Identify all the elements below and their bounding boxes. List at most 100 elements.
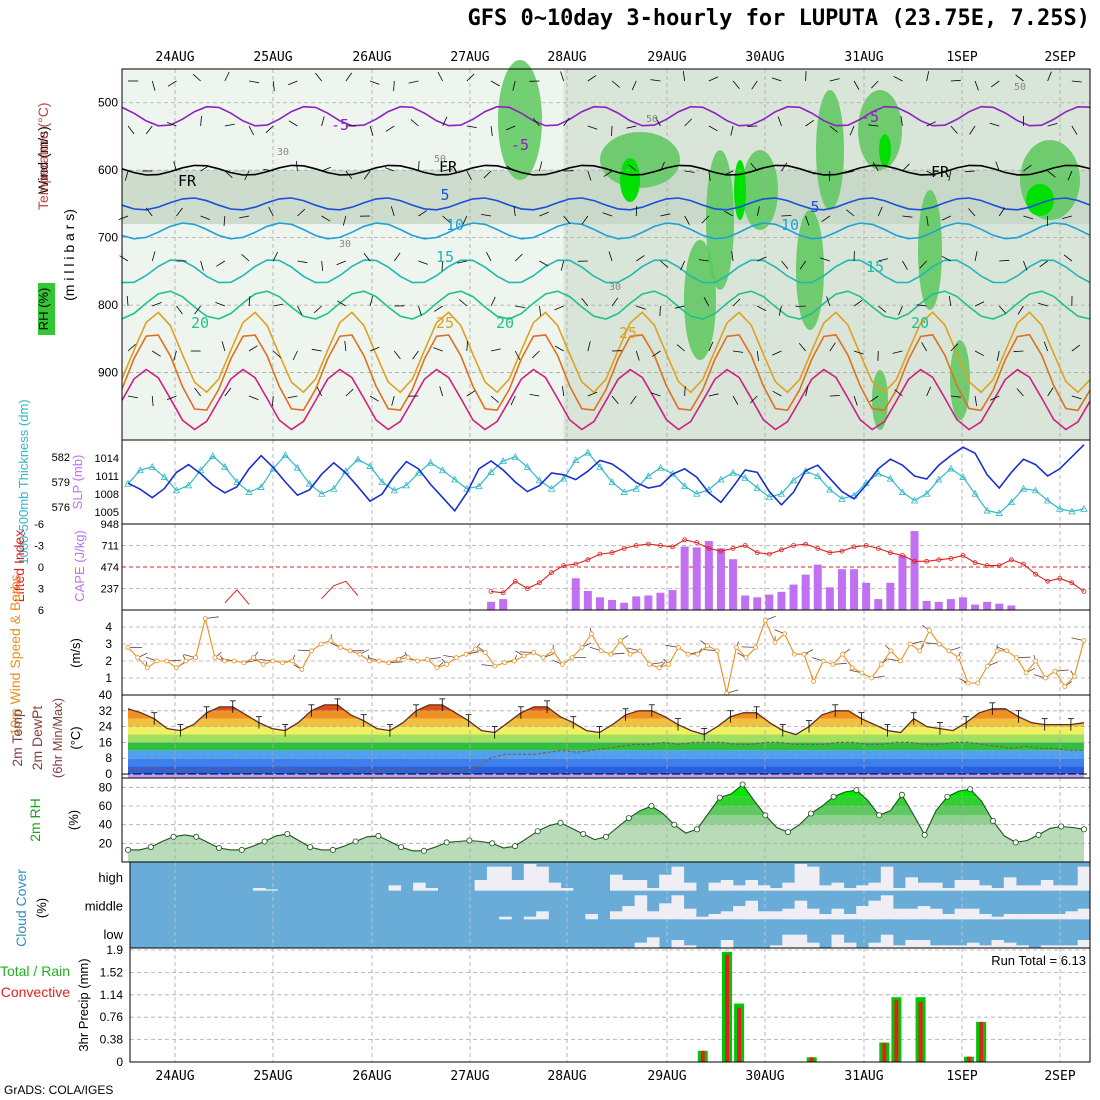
cape-bar: [487, 601, 496, 610]
wind10m-marker: [337, 645, 343, 650]
wind-barb: [369, 125, 374, 136]
thickness-marker: [1007, 498, 1016, 506]
wind10m-marker: [357, 651, 363, 657]
wind-barb: [611, 80, 620, 88]
isotherm-line: [121, 311, 1091, 394]
wind-barb: [708, 170, 711, 181]
precip-frame: [129, 947, 1091, 1063]
wind10m-marker: [685, 651, 691, 657]
wind-barb: [636, 305, 646, 310]
wind-barb: [708, 125, 718, 132]
rh-moist-area: [498, 60, 542, 180]
temp-band: [128, 750, 1084, 759]
wind-barb: [216, 260, 226, 267]
wind10m-marker: [985, 663, 990, 669]
isotherm-line: [121, 105, 1091, 127]
rh-marker: [284, 831, 291, 838]
cloud-bar: [388, 885, 402, 891]
wind-barb: [273, 303, 284, 307]
cloud-bar: [523, 916, 537, 920]
wind-barb: [239, 215, 250, 219]
lifted-index-marker: [658, 543, 663, 548]
wind10m-line: [127, 618, 1085, 694]
wind-barb: [194, 305, 201, 315]
wind-barb: [777, 116, 782, 127]
wind-barb: [974, 80, 979, 91]
wind-barb: [393, 350, 401, 360]
wind-barb: [560, 260, 565, 271]
rh-marker: [557, 819, 564, 826]
wind-barb: [466, 73, 475, 82]
thickness-marker: [765, 493, 774, 501]
cloud-bar: [659, 903, 672, 920]
lifted-index-marker: [912, 558, 917, 564]
thickness-marker: [535, 476, 544, 484]
wind-barb: [151, 251, 156, 262]
wind10m-marker: [772, 639, 778, 645]
wind-barb: [410, 119, 419, 127]
wind10m-marker: [965, 680, 971, 686]
wind-barb: [581, 215, 589, 225]
cape-bar: [656, 592, 665, 610]
thickness-marker: [608, 478, 616, 485]
wind-barb: [877, 206, 883, 217]
wind-barb: [708, 76, 719, 82]
pressure-tick-label: 900: [98, 366, 118, 380]
wind-barb: [176, 305, 183, 315]
precip-convective-bar: [979, 1021, 984, 1062]
wind-barb: [145, 207, 153, 217]
contour-label: 25: [436, 314, 454, 332]
wind-barb: [805, 386, 809, 397]
rh-marker: [261, 838, 268, 845]
rh-moist-area: [816, 90, 844, 210]
cloud-bar: [905, 908, 918, 920]
wind-barb: [894, 389, 903, 397]
wind10m-marker: [1062, 684, 1068, 689]
wind-barb: [1023, 164, 1032, 172]
wind-barb: [241, 254, 250, 262]
thickness-marker: [620, 488, 628, 495]
wind-barb: [680, 260, 686, 271]
cloud-bar: [868, 900, 882, 920]
cloud-bar: [868, 882, 882, 891]
cloud-bar: [893, 888, 906, 891]
cape-bar: [801, 574, 810, 610]
cloud-bar: [1028, 885, 1042, 891]
lifted-index-line: [224, 589, 250, 605]
wind-barb: [539, 161, 543, 172]
thickness-marker: [499, 457, 507, 464]
wind10m-marker: [328, 638, 334, 643]
cape-bar: [716, 548, 725, 610]
thickness-marker: [935, 475, 943, 483]
cloud-bar: [708, 914, 722, 920]
temp-band: [128, 742, 1084, 751]
wind-barb: [490, 348, 501, 352]
wind10m-tick-label: 2: [105, 654, 112, 668]
cloud-bar: [831, 882, 845, 891]
wind10m-marker: [144, 665, 150, 671]
wind10m-marker: [1071, 673, 1077, 679]
wind-barb: [316, 386, 323, 397]
contour-label: 5: [810, 198, 819, 216]
wind10m-marker: [734, 645, 739, 650]
lifted-index-marker: [779, 547, 784, 553]
wind-barb: [630, 395, 637, 405]
cloud-bar: [806, 942, 820, 948]
slp-tick-label: 1011: [95, 471, 119, 483]
rh-saturated-area: [734, 160, 746, 220]
cloud-bar: [1003, 942, 1017, 948]
bottom-date-label: 29AUG: [647, 1069, 686, 1084]
wind-barb: [990, 80, 1000, 88]
wind-barb: [756, 350, 759, 361]
wind-barb: [724, 210, 734, 217]
wind-barb: [893, 75, 903, 82]
rh-saturated-area: [620, 158, 640, 202]
wind-barb: [224, 170, 233, 178]
thickness-marker: [1056, 505, 1064, 512]
lifted-index-marker: [609, 550, 615, 556]
wind-barb: [127, 125, 135, 135]
rh-marker: [307, 844, 314, 851]
cape-bar: [583, 590, 592, 610]
wind-barb: [390, 206, 395, 217]
cloud-bar: [720, 911, 734, 920]
